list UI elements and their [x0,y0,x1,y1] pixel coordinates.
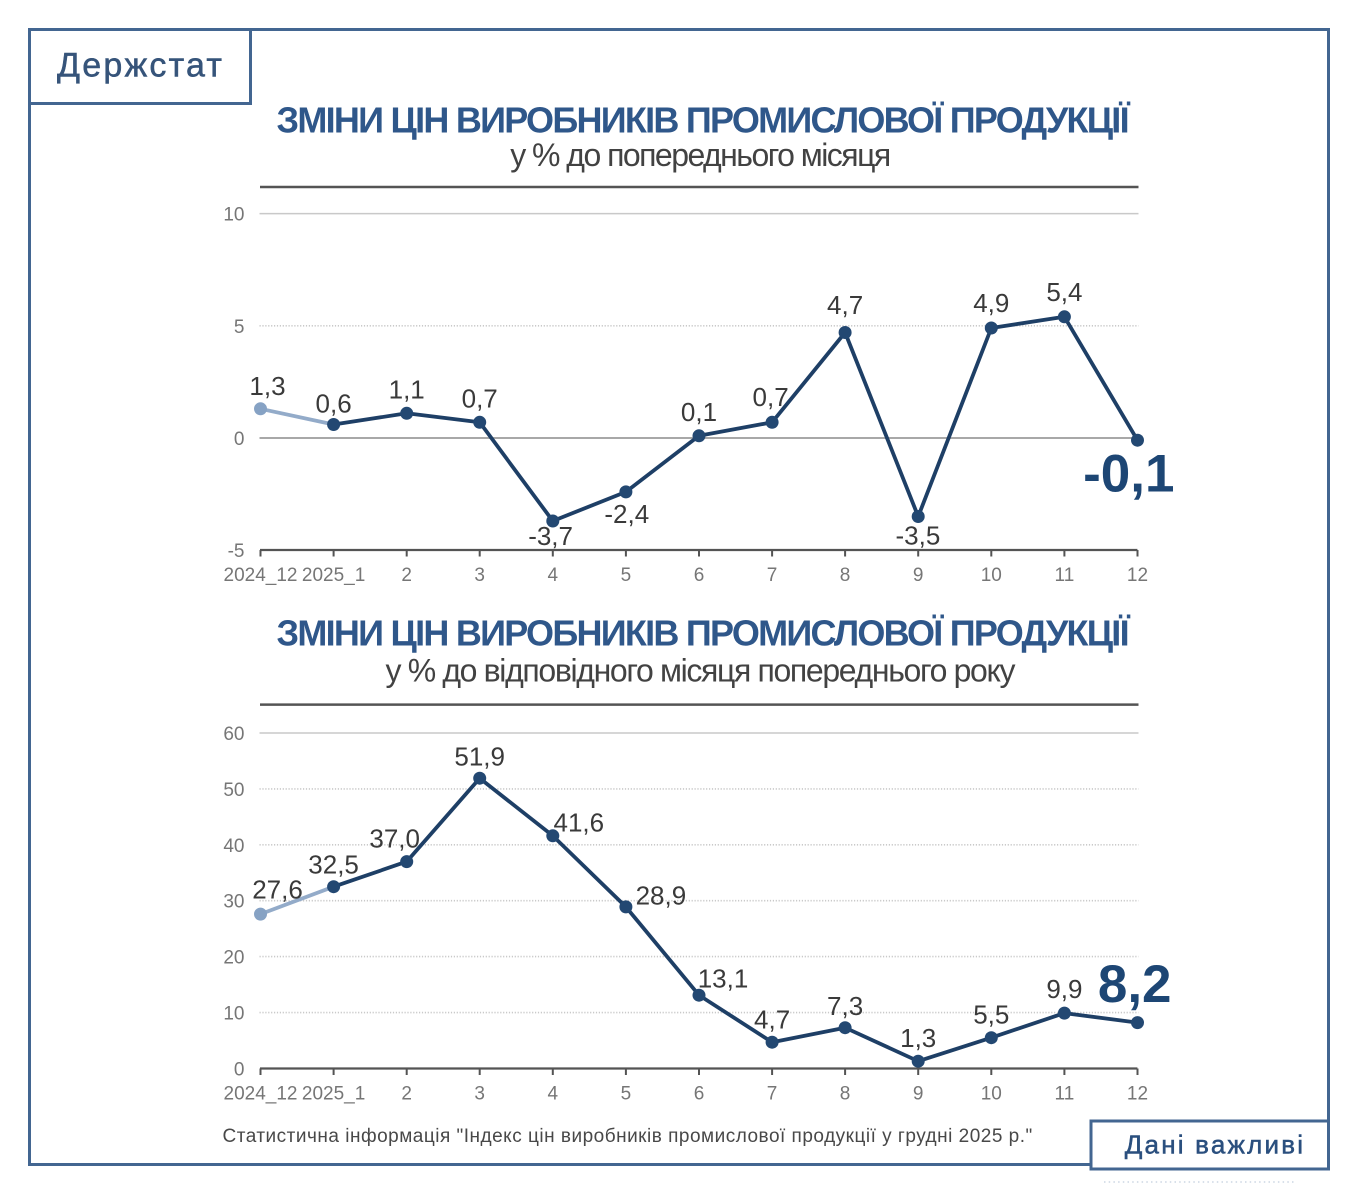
svg-text:12: 12 [1127,1084,1148,1105]
svg-text:9,9: 9,9 [1046,974,1082,1004]
svg-text:50: 50 [223,780,244,801]
svg-text:-0,1: -0,1 [1083,444,1174,503]
svg-text:27,6: 27,6 [252,875,303,905]
svg-text:0,7: 0,7 [753,382,789,412]
svg-text:Статистична інформація "Індекс: Статистична інформація "Індекс цін вироб… [223,1126,1033,1147]
svg-text:2: 2 [401,1084,412,1105]
svg-text:1,3: 1,3 [249,371,285,401]
svg-text:10: 10 [981,1084,1002,1105]
svg-text:10: 10 [223,205,244,226]
svg-text:-2,4: -2,4 [604,499,649,529]
svg-text:5: 5 [621,565,632,586]
svg-text:7,3: 7,3 [827,991,863,1021]
svg-text:8: 8 [840,1084,851,1105]
svg-text:4: 4 [548,1084,559,1105]
svg-text:у % до відповідного місяця поп: у % до відповідного місяця попереднього … [386,652,1016,688]
svg-text:2: 2 [401,565,412,586]
svg-text:6: 6 [694,565,705,586]
svg-text:0,6: 0,6 [316,389,352,419]
svg-text:11: 11 [1055,565,1075,586]
svg-text:1,3: 1,3 [900,1023,936,1053]
svg-text:41,6: 41,6 [553,807,604,837]
svg-text:4,9: 4,9 [973,288,1009,318]
svg-text:3: 3 [474,1084,485,1105]
svg-text:8,2: 8,2 [1098,955,1172,1014]
svg-text:40: 40 [223,836,244,857]
svg-text:2024_12: 2024_12 [224,565,298,586]
svg-text:13,1: 13,1 [698,963,749,993]
svg-text:0: 0 [234,429,245,450]
svg-text:1,1: 1,1 [389,374,425,404]
svg-text:0: 0 [234,1060,245,1081]
svg-text:12: 12 [1127,565,1148,586]
svg-text:6: 6 [694,1084,705,1105]
svg-text:2024_12: 2024_12 [224,1084,298,1105]
svg-text:ЗМІНИ ЦІН ВИРОБНИКІВ ПРОМИСЛОВ: ЗМІНИ ЦІН ВИРОБНИКІВ ПРОМИСЛОВОЇ ПРОДУКЦ… [277,100,1131,141]
svg-text:3: 3 [474,565,485,586]
svg-text:10: 10 [223,1004,244,1025]
svg-text:5,4: 5,4 [1046,277,1082,307]
svg-text:-5: -5 [228,541,245,562]
svg-text:37,0: 37,0 [369,824,420,854]
svg-text:-3,7: -3,7 [528,521,573,551]
svg-text:10: 10 [981,565,1002,586]
svg-text:7: 7 [767,1084,778,1105]
svg-text:4,7: 4,7 [754,1005,790,1035]
svg-text:2025_1: 2025_1 [302,1084,365,1105]
svg-text:4,7: 4,7 [827,290,863,320]
svg-text:5,5: 5,5 [973,1000,1009,1030]
svg-text:8: 8 [840,565,851,586]
svg-text:7: 7 [767,565,778,586]
svg-text:0,7: 0,7 [462,383,498,413]
svg-text:5: 5 [621,1084,632,1105]
svg-text:0,1: 0,1 [681,397,717,427]
svg-text:32,5: 32,5 [308,850,359,880]
svg-text:Держстат: Держстат [57,47,224,85]
svg-text:11: 11 [1055,1084,1075,1105]
svg-text:4: 4 [548,565,559,586]
svg-text:у % до попереднього місяця: у % до попереднього місяця [510,137,891,173]
svg-text:51,9: 51,9 [454,742,505,772]
svg-text:-3,5: -3,5 [895,521,940,551]
svg-text:ЗМІНИ ЦІН ВИРОБНИКІВ ПРОМИСЛОВ: ЗМІНИ ЦІН ВИРОБНИКІВ ПРОМИСЛОВОЇ ПРОДУКЦ… [277,613,1131,654]
svg-text:5: 5 [234,317,245,338]
svg-text:9: 9 [913,565,924,586]
svg-text:30: 30 [223,892,244,913]
svg-text:20: 20 [223,948,244,969]
svg-text:2025_1: 2025_1 [302,565,365,586]
svg-text:28,9: 28,9 [636,881,687,911]
svg-text:Дані важливі: Дані важливі [1125,1130,1305,1160]
svg-text:60: 60 [223,724,244,745]
svg-text:9: 9 [913,1084,924,1105]
